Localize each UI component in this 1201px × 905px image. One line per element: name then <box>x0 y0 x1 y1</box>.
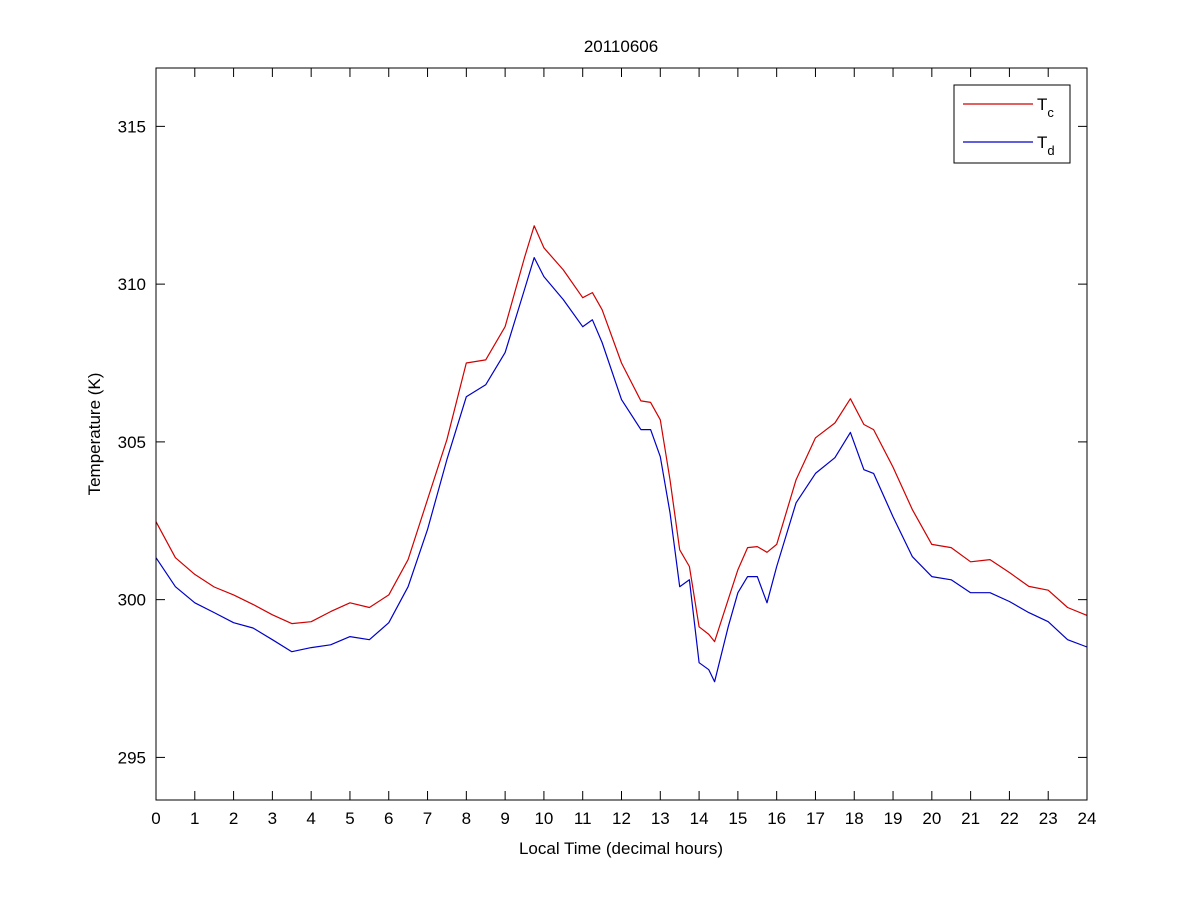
x-tick-label: 6 <box>384 809 393 828</box>
x-tick-label: 4 <box>306 809 315 828</box>
x-tick-label: 18 <box>845 809 864 828</box>
y-tick-label: 305 <box>118 433 146 452</box>
legend-label-Tc: Tc <box>1037 95 1054 120</box>
x-tick-label: 24 <box>1078 809 1097 828</box>
y-tick-label: 295 <box>118 748 146 767</box>
x-tick-label: 9 <box>500 809 509 828</box>
x-tick-label: 22 <box>1000 809 1019 828</box>
x-tick-label: 19 <box>884 809 903 828</box>
x-tick-label: 3 <box>268 809 277 828</box>
x-tick-label: 20 <box>922 809 941 828</box>
x-tick-label: 16 <box>767 809 786 828</box>
x-axis-label: Local Time (decimal hours) <box>519 839 723 858</box>
x-tick-label: 14 <box>690 809 709 828</box>
x-tick-label: 13 <box>651 809 670 828</box>
x-tick-label: 15 <box>728 809 747 828</box>
legend-label-Td: Td <box>1037 133 1055 158</box>
chart-title: 20110606 <box>584 37 658 56</box>
x-tick-label: 12 <box>612 809 631 828</box>
x-tick-label: 1 <box>190 809 199 828</box>
y-axis-label: Temperature (K) <box>85 373 104 496</box>
series-line-Tc <box>155 225 1088 643</box>
legend: Tc Td <box>953 84 1071 164</box>
x-tick-label: 8 <box>462 809 471 828</box>
x-tick-label: 10 <box>534 809 553 828</box>
x-tick-label: 11 <box>574 809 592 828</box>
x-tick-label: 5 <box>345 809 354 828</box>
y-tick-label: 315 <box>118 117 146 136</box>
y-tick-label: 310 <box>118 275 146 294</box>
x-tick-label: 23 <box>1039 809 1058 828</box>
x-tick-label: 7 <box>423 809 432 828</box>
y-tick-label: 300 <box>118 591 146 610</box>
x-tick-label: 21 <box>961 809 980 828</box>
x-tick-label: 0 <box>151 809 160 828</box>
x-tick-label: 17 <box>806 809 825 828</box>
x-tick-label: 2 <box>229 809 238 828</box>
series-line-Td <box>155 257 1088 683</box>
